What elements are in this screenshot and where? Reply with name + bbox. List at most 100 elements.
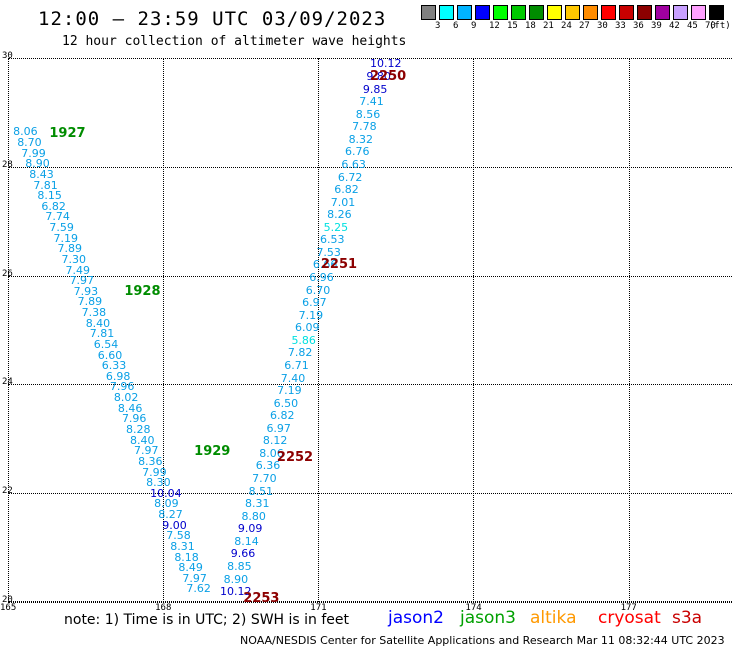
wave-height-label: 8.90 <box>25 157 50 171</box>
wave-height-label: 7.89 <box>77 295 103 309</box>
wave-height-label: 6.71 <box>284 358 309 372</box>
wave-height-label: 7.99 <box>21 146 46 160</box>
meridian-gridline <box>318 58 320 602</box>
satellite-name-cryosat: cryosat <box>598 608 661 628</box>
satellite-name-altika: altika <box>530 608 577 628</box>
legend-swatch <box>475 5 490 20</box>
legend-swatch <box>601 5 616 20</box>
wave-height-label: 8.40 <box>85 316 111 330</box>
latitude-tick-label: 26 <box>2 268 13 279</box>
wave-height-label: 7.19 <box>277 384 302 398</box>
legend-swatch <box>565 5 580 20</box>
wave-height-label: 6.76 <box>345 145 370 159</box>
wave-height-label: 6.98 <box>105 369 131 383</box>
legend-label: 27 <box>579 21 590 31</box>
wave-height-label: 8.56 <box>355 107 381 121</box>
pass-time-label: 1928 <box>124 283 161 299</box>
longitude-tick-label: 177 <box>620 603 637 613</box>
legend-label: 45 <box>687 21 698 31</box>
wave-height-label: 7.81 <box>33 178 58 192</box>
wave-height-label: 7.41 <box>359 95 384 109</box>
wave-height-label: 8.18 <box>174 550 199 564</box>
longitude-tick-label: 168 <box>155 603 172 613</box>
meridian-gridline <box>628 58 630 602</box>
wave-height-label: 7.97 <box>182 571 207 585</box>
legend-swatch <box>709 5 724 20</box>
longitude-tick-label: 174 <box>465 603 482 613</box>
pass-time-label: 1929 <box>194 444 231 460</box>
wave-height-label: 7.19 <box>298 308 324 322</box>
latitude-tick-label: 28 <box>2 159 13 170</box>
wave-height-label: 8.80 <box>241 509 266 523</box>
wave-height-label: 8.36 <box>138 454 163 468</box>
wave-height-label: 8.30 <box>146 476 171 490</box>
wave-height-label: 6.82 <box>41 199 66 213</box>
wave-height-label: 6.53 <box>320 233 345 247</box>
wave-height-label: 7.81 <box>89 327 115 341</box>
pass-time-label: 2251 <box>320 256 358 272</box>
wave-height-label: 7.70 <box>252 472 277 486</box>
latitude-tick-label: 30 <box>2 51 13 61</box>
legend-swatch <box>457 5 472 20</box>
wave-height-label: 6.50 <box>273 396 299 410</box>
wave-height-label: 7.59 <box>49 221 74 235</box>
meridian-gridline <box>8 58 9 602</box>
wave-height-label: 8.09 <box>154 497 179 511</box>
wave-height-label: 8.28 <box>125 422 151 436</box>
wave-height-label: 6.70 <box>305 283 331 297</box>
wave-height-label: 10.12 <box>370 57 402 71</box>
legend-label: 18 <box>525 21 536 31</box>
legend-label: 33 <box>615 21 626 31</box>
wave-height-label: 7.58 <box>166 529 191 543</box>
wave-height-label: 6.63 <box>341 157 366 171</box>
legend-swatch <box>547 5 562 20</box>
legend-swatch <box>619 5 634 20</box>
wave-height-label: 8.02 <box>113 391 139 405</box>
wave-height-label: 7.96 <box>121 412 147 426</box>
legend-label: 30 <box>597 21 608 31</box>
wave-height-label: 8.32 <box>348 132 374 146</box>
legend-label: 24 <box>561 21 572 31</box>
parallel-gridline <box>8 275 732 277</box>
legend-label: 3 <box>435 21 441 31</box>
legend-swatch <box>529 5 544 20</box>
wave-height-label: 8.70 <box>17 136 42 150</box>
legend-label: 39 <box>651 21 662 31</box>
parallel-gridline <box>8 493 732 495</box>
wave-height-label: 7.78 <box>352 120 377 134</box>
wave-height-label: 7.53 <box>316 245 341 259</box>
pass-time-label: 1927 <box>49 126 86 142</box>
footnote: note: 1) Time is in UTC; 2) SWH is in fe… <box>64 612 350 628</box>
legend-swatch <box>421 5 436 20</box>
legend-label: 42 <box>669 21 680 31</box>
legend-label: (ft) <box>709 21 731 31</box>
parallel-gridline <box>8 58 732 59</box>
wave-height-label: 8.06 <box>259 446 284 460</box>
wave-height-label: 6.82 <box>270 409 295 423</box>
wave-height-label: 7.01 <box>330 195 356 209</box>
legend-swatch <box>691 5 706 20</box>
credit-footer: NOAA/NESDIS Center for Satellite Applica… <box>240 634 725 647</box>
wave-height-label: 7.62 <box>186 582 211 596</box>
wave-height-label: 6.33 <box>101 359 127 373</box>
wave-height-label: 6.82 <box>334 183 359 197</box>
page-title: 12:00 — 23:59 UTC 03/09/2023 <box>38 8 387 30</box>
legend-label: 6 <box>453 21 459 31</box>
legend-swatch <box>583 5 598 20</box>
wave-height-label: 8.51 <box>248 484 274 498</box>
wave-height-label: 8.46 <box>117 401 143 415</box>
legend-swatch <box>493 5 508 20</box>
wave-height-label: 6.09 <box>295 321 320 335</box>
wave-height-label: 6.97 <box>302 296 327 310</box>
latitude-tick-label: 22 <box>2 486 13 497</box>
page-subtitle: 12 hour collection of altimeter wave hei… <box>62 34 407 49</box>
legend-label: 36 <box>633 21 644 31</box>
wave-height-label: 8.49 <box>178 561 203 575</box>
wave-height-label: 8.31 <box>245 497 270 511</box>
wave-height-label: 7.93 <box>73 284 99 298</box>
wave-height-label: 8.12 <box>262 434 288 448</box>
legend-swatch <box>673 5 688 20</box>
wave-height-label: 8.85 <box>227 559 252 573</box>
wave-height-label: 8.90 <box>223 572 249 586</box>
wave-height-label: 8.06 <box>13 125 38 139</box>
